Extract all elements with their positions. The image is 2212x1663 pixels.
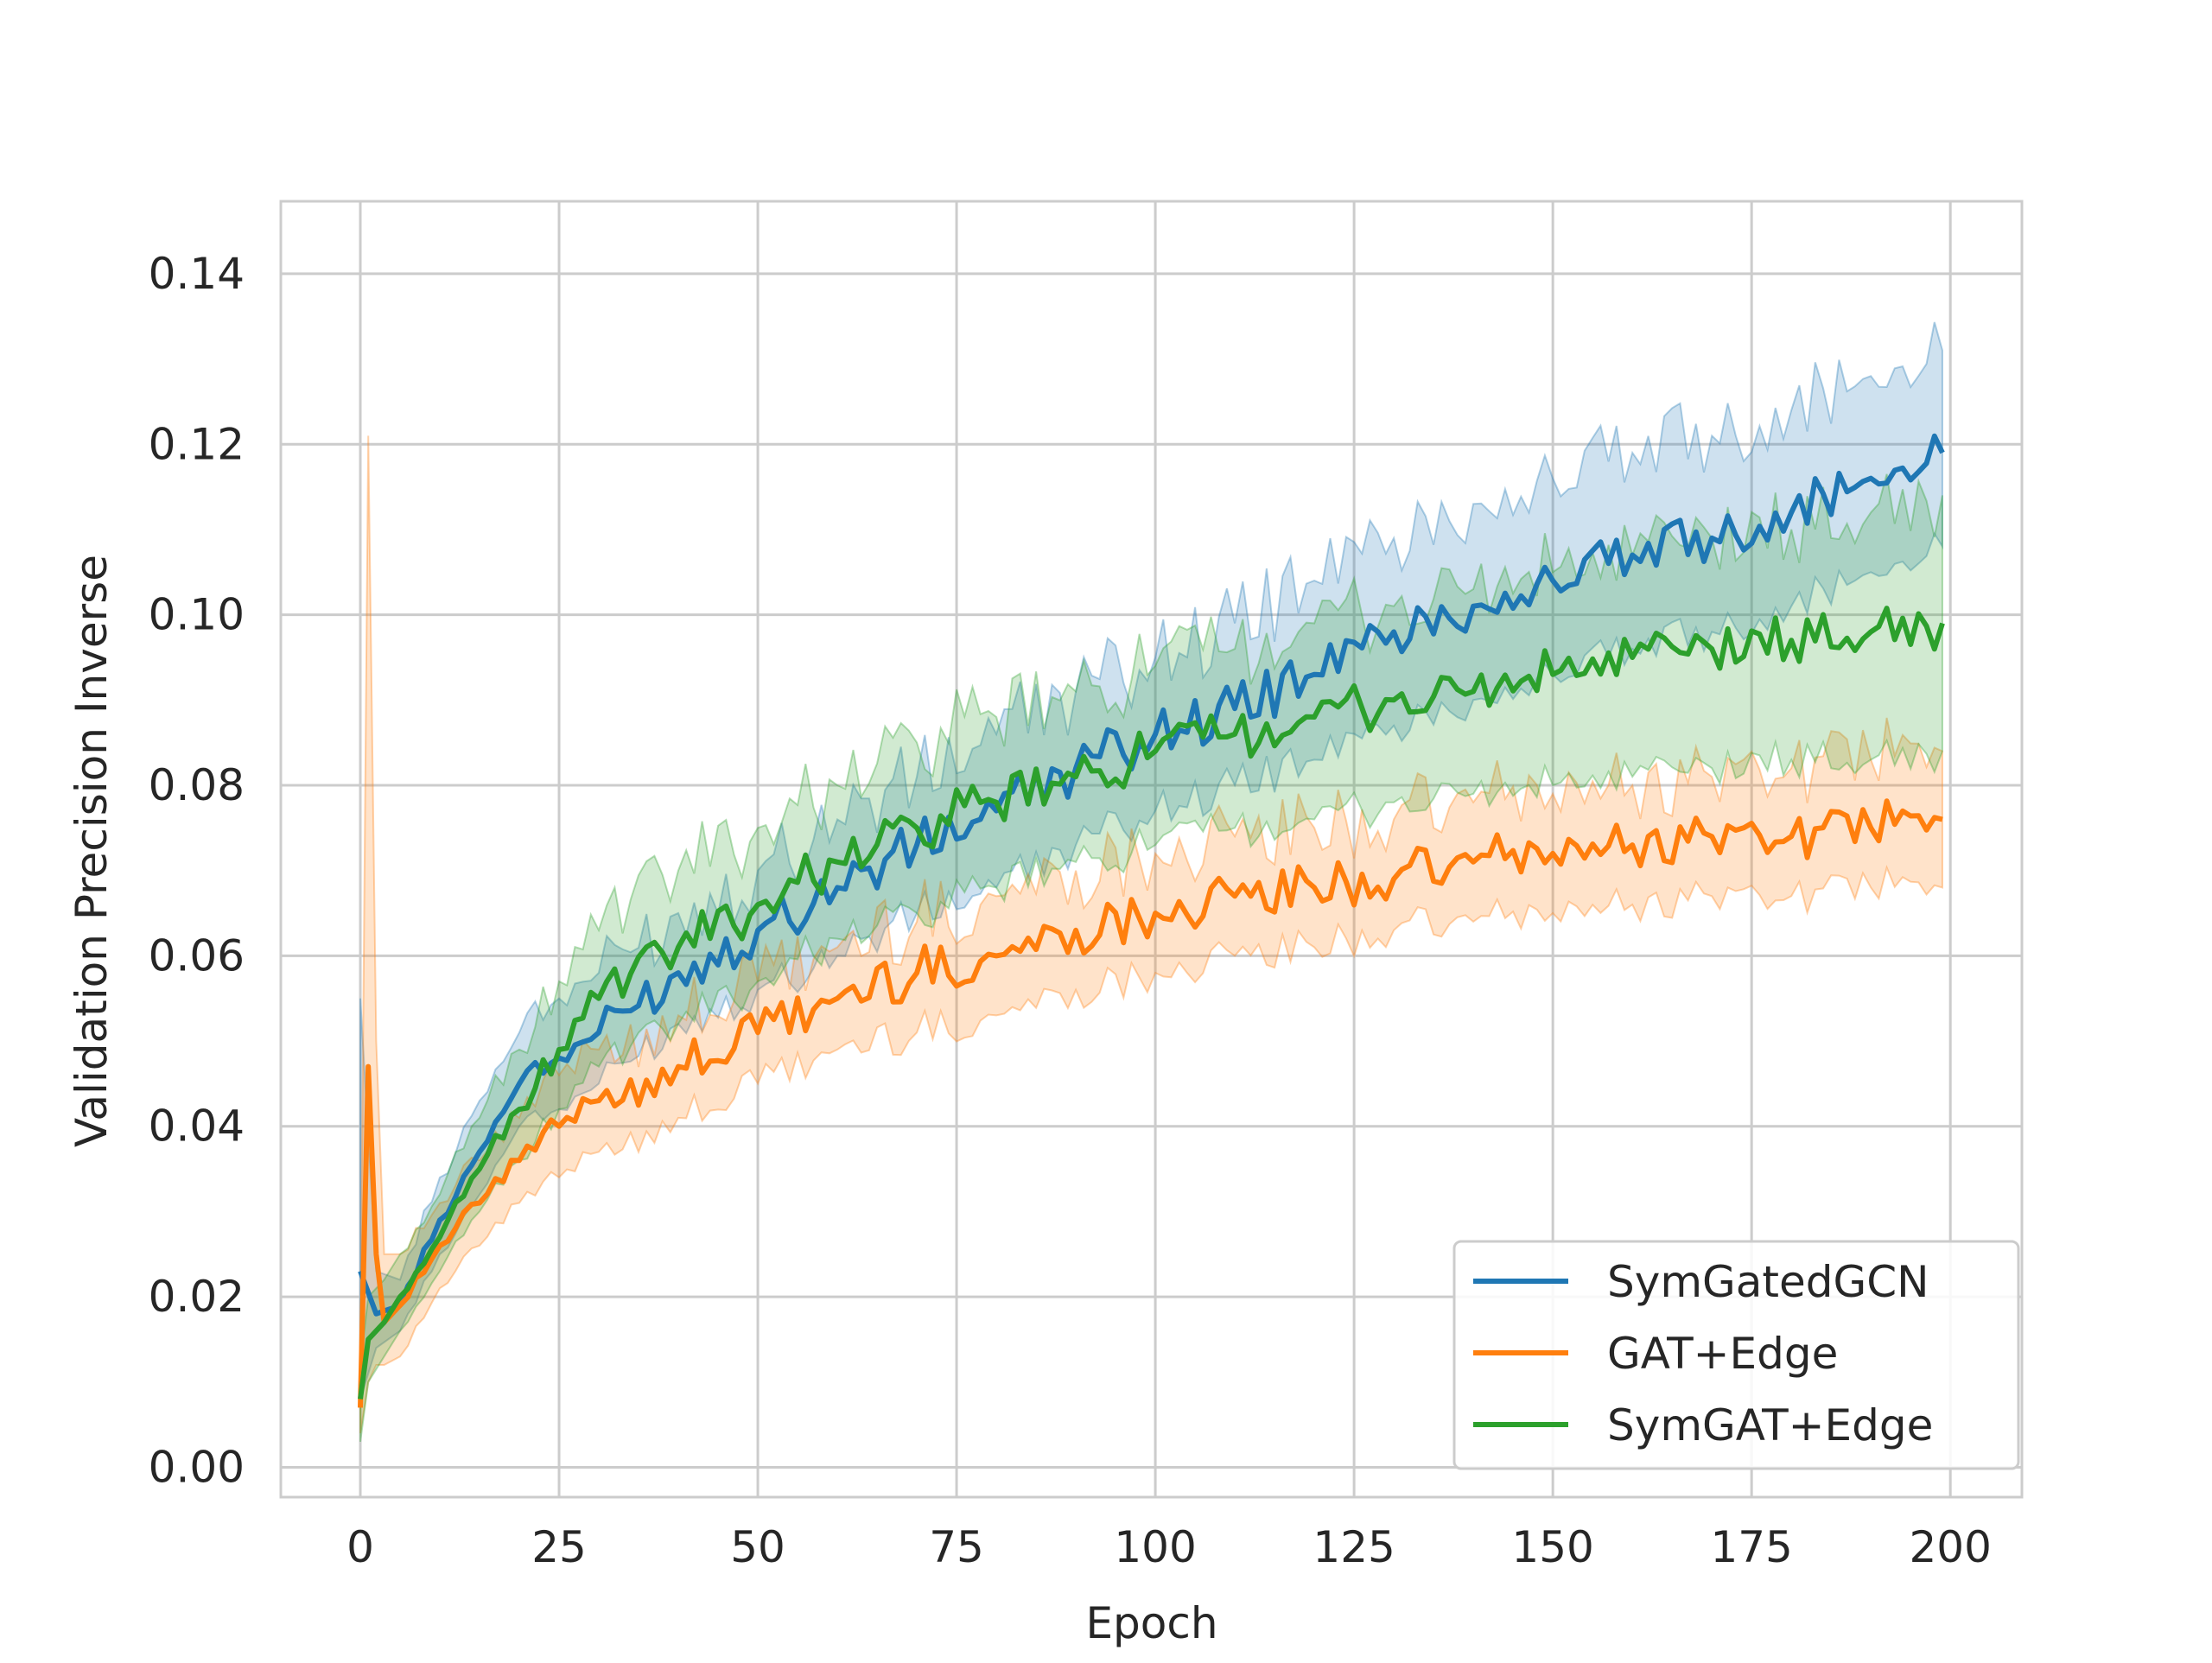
plot-frame bbox=[279, 200, 2024, 1499]
series-band-1 bbox=[359, 435, 1943, 1434]
y-axis-label: Validation Precision Inverse bbox=[67, 555, 117, 1147]
y-tick-label: 0.10 bbox=[149, 590, 245, 640]
confidence-bands bbox=[359, 321, 1943, 1443]
x-tick-label: 75 bbox=[929, 1522, 984, 1572]
legend: SymGatedGCN GAT+Edge SymGAT+Edge bbox=[1452, 1240, 2020, 1470]
x-tick-label: 100 bbox=[1114, 1522, 1196, 1572]
x-tick-label: 25 bbox=[531, 1522, 587, 1572]
legend-label-0: SymGatedGCN bbox=[1607, 1257, 1929, 1307]
legend-label-2: SymGAT+Edge bbox=[1607, 1400, 1933, 1450]
x-tick-label: 200 bbox=[1909, 1522, 1991, 1572]
x-tick-label: 125 bbox=[1313, 1522, 1395, 1572]
series-lines bbox=[358, 433, 1945, 1408]
series-line-0 bbox=[358, 433, 1945, 1317]
y-tick-label: 0.12 bbox=[149, 419, 245, 469]
y-tick-labels: 0.00 0.02 0.04 0.06 0.08 0.10 0.12 0.14 bbox=[149, 249, 245, 1493]
x-tick-labels: 0 25 50 75 100 125 150 175 200 bbox=[346, 1522, 1992, 1572]
y-tick-label: 0.08 bbox=[149, 760, 245, 810]
series-line-1 bbox=[358, 798, 1943, 1408]
x-tick-label: 50 bbox=[730, 1522, 785, 1572]
grid-lines bbox=[281, 201, 2022, 1497]
y-tick-label: 0.06 bbox=[149, 930, 245, 981]
series-band-0 bbox=[359, 321, 1943, 1400]
y-tick-label: 0.00 bbox=[149, 1442, 245, 1492]
x-tick-label: 175 bbox=[1710, 1522, 1792, 1572]
series-line-2 bbox=[358, 606, 1945, 1400]
y-tick-label: 0.02 bbox=[149, 1272, 245, 1322]
y-tick-label: 0.04 bbox=[149, 1101, 245, 1152]
y-tick-label: 0.14 bbox=[149, 249, 245, 299]
x-axis-label: Epoch bbox=[1085, 1598, 1217, 1648]
legend-label-1: GAT+Edge bbox=[1607, 1329, 1838, 1379]
legend-box bbox=[1452, 1240, 2020, 1470]
series-band-2 bbox=[359, 473, 1943, 1443]
x-tick-label: 150 bbox=[1511, 1522, 1593, 1572]
x-tick-label: 0 bbox=[346, 1522, 374, 1572]
